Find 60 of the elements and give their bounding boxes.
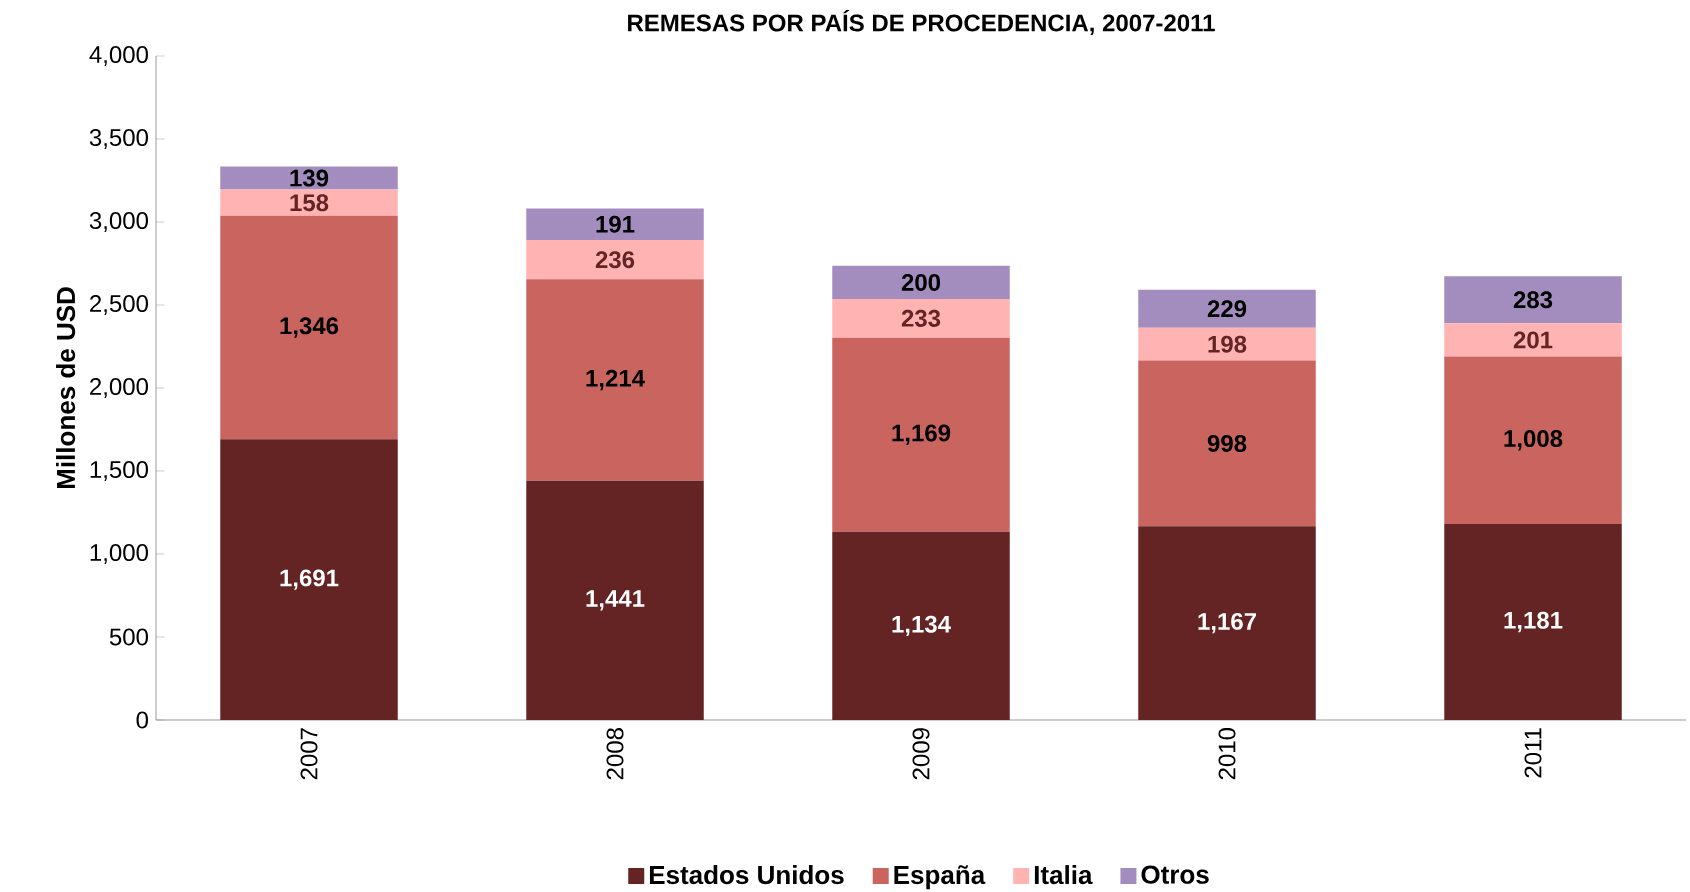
y-tick-label: 2,000: [90, 378, 149, 398]
x-tick-label: 2011: [1524, 728, 1542, 778]
y-tick-label: 3,000: [89, 212, 149, 232]
data-label: 200: [901, 273, 941, 291]
data-label: 191: [596, 215, 635, 233]
data-label: 233: [901, 309, 941, 327]
bar: [832, 299, 1010, 338]
bar: [526, 480, 704, 720]
bar: [220, 215, 398, 440]
chart-title: REMESAS POR PAÍS DE PROCEDENCIA, 2007-2011: [628, 9, 1215, 35]
bar: [220, 189, 398, 216]
bar: [220, 439, 398, 720]
data-label: 1,134: [892, 615, 951, 637]
data-label: 229: [1207, 300, 1247, 318]
data-label: 1,214: [586, 369, 645, 391]
y-tick-label: 2,500: [90, 295, 149, 315]
x-tick-label: 2007: [300, 728, 318, 780]
legend-label: Otros: [1141, 865, 1209, 884]
x-tick-label: 2008: [606, 728, 624, 780]
y-tick-label: 4,000: [89, 46, 149, 66]
bar: [526, 208, 704, 241]
data-label: 158: [290, 194, 329, 212]
y-tick-label: 3,500: [89, 129, 149, 149]
data-label: 998: [1207, 434, 1247, 452]
bar: [220, 166, 398, 190]
bar: [832, 337, 1010, 532]
bar: [1444, 323, 1622, 357]
bar: [1138, 289, 1316, 328]
data-label: 1,008: [1504, 430, 1563, 451]
bar: [526, 279, 704, 481]
data-label: 1,346: [280, 317, 339, 338]
bar: [1444, 523, 1622, 720]
legend-label: Italia: [1034, 865, 1093, 885]
data-label: 201: [1513, 331, 1553, 349]
y-tick-label: 1,000: [90, 544, 149, 564]
data-label: 1,691: [280, 569, 339, 590]
data-label: 1,167: [1198, 612, 1256, 634]
legend-label: España: [894, 865, 986, 890]
bar: [1138, 526, 1316, 720]
data-label: 1,169: [892, 424, 951, 445]
bar: [832, 265, 1010, 300]
y-tick-label: 0: [136, 711, 149, 729]
bar: [526, 240, 704, 280]
y-axis-title: Millones de USD: [56, 287, 76, 489]
data-label: 236: [595, 251, 635, 269]
y-tick-label: 500: [109, 628, 149, 646]
data-label: 198: [1208, 335, 1247, 353]
bar: [1138, 360, 1316, 527]
y-tick-label: 1,500: [90, 461, 149, 481]
x-tick-label: 2009: [912, 728, 930, 780]
bar: [832, 531, 1010, 720]
data-label: 1,181: [1504, 611, 1563, 633]
x-tick-label: 2010: [1218, 727, 1236, 780]
data-label: 139: [290, 169, 329, 187]
legend-label: Estados Unidos: [649, 865, 844, 885]
bar: [1138, 327, 1316, 361]
data-label: 283: [1513, 291, 1553, 309]
data-label: 1,441: [586, 590, 645, 611]
bar: [1444, 356, 1622, 524]
bar: [1444, 276, 1622, 324]
